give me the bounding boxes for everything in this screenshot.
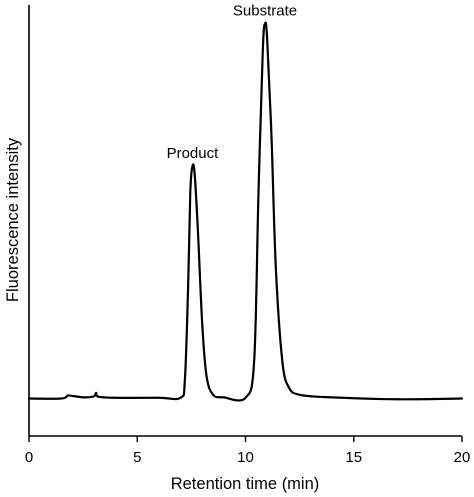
x-tick-label: 10: [237, 449, 254, 466]
chromatogram-trace: [27, 21, 464, 402]
y-axis-title: Fluorescence intensity: [4, 137, 22, 302]
x-axis-title: Retention time (min): [171, 475, 320, 493]
peak-label: Product: [167, 145, 220, 162]
x-tick-label: 20: [454, 449, 471, 466]
x-tick-label: 0: [25, 449, 33, 466]
x-tick-label: 15: [345, 449, 362, 466]
peak-annotations: Product Substrate: [167, 3, 297, 162]
x-axis-ticks: 0 5 10 15 20: [25, 436, 471, 466]
peak-label: Substrate: [233, 3, 297, 20]
x-tick-label: 5: [133, 449, 141, 466]
